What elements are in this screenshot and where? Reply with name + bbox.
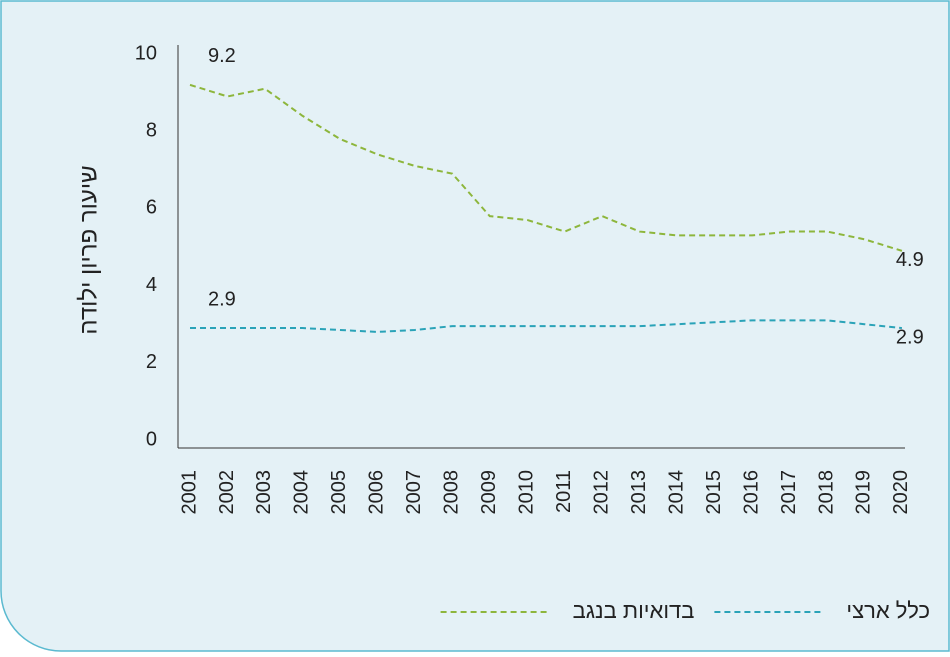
legend-label: כלל ארצי <box>846 598 930 623</box>
x-tick-label: 2013 <box>628 470 650 515</box>
x-tick-label: 2008 <box>441 470 463 515</box>
y-tick-label: 0 <box>146 428 157 450</box>
x-tick-label: 2001 <box>178 470 200 515</box>
x-tick-label: 2003 <box>253 470 275 515</box>
x-tick-label: 2006 <box>366 470 388 515</box>
x-tick-label: 2007 <box>403 470 425 515</box>
x-tick-label: 2004 <box>291 470 313 515</box>
legend-label: בדואיות בנגב <box>573 598 695 623</box>
y-tick-label: 10 <box>135 42 157 64</box>
y-tick-label: 4 <box>146 274 157 296</box>
x-tick-label: 2002 <box>216 470 238 515</box>
data-label: 2.9 <box>208 288 236 310</box>
x-tick-label: 2017 <box>778 470 800 515</box>
y-tick-label: 6 <box>146 197 157 219</box>
x-tick-label: 2010 <box>516 470 538 515</box>
series-line <box>189 83 903 252</box>
x-tick-label: 2011 <box>553 470 575 513</box>
x-tick-label: 2015 <box>703 470 725 515</box>
x-tick-label: 2009 <box>478 470 500 515</box>
series-line <box>190 319 903 333</box>
y-tick-label: 2 <box>146 351 157 373</box>
x-tick-label: 2016 <box>740 470 762 515</box>
y-axis-label: שיעור פריון ילודה <box>75 165 102 334</box>
x-tick-label: 2012 <box>590 470 612 515</box>
data-label: 2.9 <box>896 326 924 348</box>
x-tick-label: 2019 <box>853 470 875 515</box>
data-label: 4.9 <box>896 249 924 271</box>
x-tick-label: 2005 <box>328 470 350 515</box>
x-tick-label: 2018 <box>815 470 837 515</box>
x-tick-label: 2020 <box>890 470 912 515</box>
y-tick-label: 8 <box>146 119 157 141</box>
data-label: 9.2 <box>208 45 236 67</box>
x-tick-label: 2014 <box>665 470 687 515</box>
